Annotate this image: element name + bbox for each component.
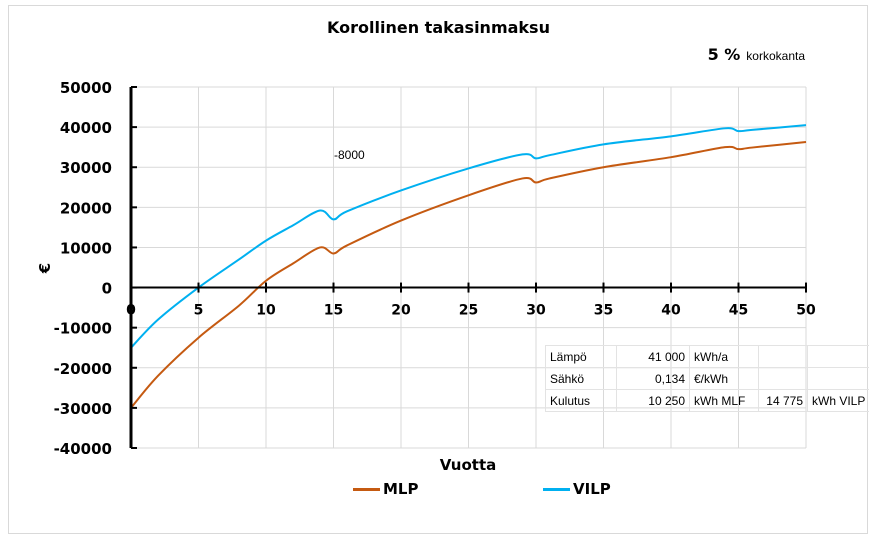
legend-item-vilp: VILP	[543, 480, 611, 498]
chart-frame	[8, 5, 868, 534]
parameters-table: Lämpö 41 000 kWh/a Sähkö 0,134 €/kWh Kul…	[545, 345, 870, 412]
interest-rate-value: 5 %	[707, 45, 741, 64]
interest-rate-label: korkokanta	[746, 49, 805, 63]
y-tick-label: 10000	[60, 239, 112, 257]
row-label: Lämpö	[545, 345, 617, 368]
row-unit2: kWh VILP	[807, 389, 870, 412]
x-tick-label: 5	[194, 303, 204, 319]
row-value2: 14 775	[758, 389, 808, 412]
legend-label-mlp: MLP	[383, 480, 419, 498]
gridlines	[131, 86, 807, 449]
series-line-vilp	[130, 124, 807, 349]
x-tick-label: 0	[126, 303, 136, 319]
x-tick-label: 50	[796, 303, 816, 319]
series-line-mlp	[130, 140, 807, 409]
x-tick-label: 40	[661, 303, 681, 319]
series-lines	[130, 124, 807, 409]
y-tick-label: -30000	[54, 400, 112, 418]
row-value2	[758, 367, 808, 390]
x-axis-ticks: 0 5 10 15 20 25 30 35 40 45 50	[126, 282, 816, 319]
y-tick-label: 40000	[60, 119, 112, 137]
table-row: Sähkö 0,134 €/kWh	[545, 367, 870, 390]
legend-label-vilp: VILP	[573, 480, 611, 498]
x-tick-label: 35	[594, 303, 613, 319]
y-tick-label: 20000	[60, 199, 112, 217]
table-row: Kulutus 10 250 kWh MLF 14 775 kWh VILP	[545, 389, 870, 412]
interest-rate: 5 % korkokanta	[708, 45, 805, 64]
row-label: Sähkö	[545, 367, 617, 390]
row-unit: kWh/a	[689, 345, 759, 368]
legend-item-mlp: MLP	[353, 480, 418, 498]
row-value: 41 000	[616, 345, 690, 368]
y-tick-label: 50000	[60, 79, 112, 97]
y-tick-label: 30000	[60, 159, 112, 177]
y-tick-label: -40000	[54, 440, 112, 458]
x-tick-label: 25	[459, 303, 478, 319]
y-tick-label: -10000	[54, 320, 112, 338]
row-unit2	[807, 345, 870, 368]
y-tick-label: 0	[102, 280, 112, 298]
row-value: 10 250	[616, 389, 690, 412]
y-axis-ticks: 50000 40000 30000 20000 10000 0 -10000 -20000 -3…	[54, 79, 137, 458]
x-tick-label: 10	[256, 303, 276, 319]
x-tick-label: 15	[324, 303, 343, 319]
y-tick-label: -20000	[54, 360, 112, 378]
row-value: 0,134	[616, 367, 690, 390]
y-axis-title: €	[36, 263, 54, 274]
vilp-swatch-icon	[543, 487, 570, 491]
chart-title: Korollinen takasinmaksu	[327, 18, 550, 37]
x-axis-title: Vuotta	[440, 456, 497, 474]
x-tick-label: 20	[391, 303, 411, 319]
row-value2	[758, 345, 808, 368]
table-row: Lämpö 41 000 kWh/a	[545, 345, 870, 368]
x-tick-label: 30	[526, 303, 546, 319]
row-unit: kWh MLF	[689, 389, 759, 412]
row-unit2	[807, 367, 870, 390]
mlp-swatch-icon	[353, 487, 380, 491]
row-label: Kulutus	[545, 389, 617, 412]
x-tick-label: 45	[729, 303, 748, 319]
chart-annotation: -8000	[334, 148, 365, 162]
row-unit: €/kWh	[689, 367, 759, 390]
